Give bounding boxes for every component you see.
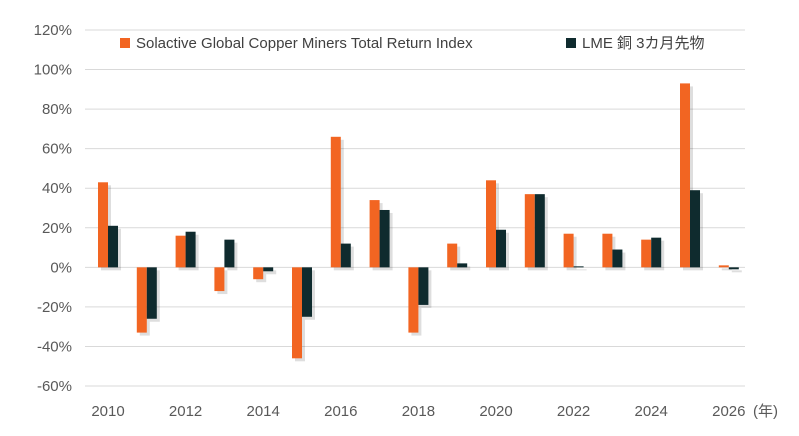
bar-miners (253, 267, 264, 280)
bar-miners (641, 239, 652, 268)
y-tick-label: 120% (34, 22, 72, 39)
x-tick-label: 2020 (479, 403, 512, 420)
bar-lme-copper (534, 194, 545, 268)
bar-miners (680, 83, 690, 268)
bar-miners (330, 136, 341, 268)
x-tick-label: 2024 (635, 403, 668, 420)
legend: Solactive Global Copper Miners Total Ret… (120, 35, 705, 52)
bar-lme-copper (651, 237, 662, 268)
bar-miners (292, 267, 302, 359)
bar-lme-copper (108, 225, 118, 268)
y-tick-label: -60% (37, 378, 72, 395)
bar-miners (98, 182, 108, 268)
bar-lme-copper (379, 209, 390, 268)
x-tick-label: 2016 (324, 403, 357, 420)
bar-miners (718, 265, 729, 268)
bar-lme-copper (496, 229, 506, 268)
legend-label-miners: Solactive Global Copper Miners Total Ret… (136, 35, 473, 52)
bar-miners (563, 233, 574, 268)
x-tick-label: 2010 (91, 403, 124, 420)
y-tick-label: 40% (42, 180, 72, 197)
bar-lme-copper (573, 266, 584, 268)
y-tick-label: 20% (42, 220, 72, 237)
bar-shadow (731, 270, 742, 273)
y-tick-label: 80% (42, 101, 72, 118)
y-tick-label: 60% (42, 141, 72, 158)
legend-swatch-lme-copper (566, 38, 576, 48)
bar-shadow (576, 269, 587, 271)
bars (98, 83, 742, 362)
bar-miners (408, 267, 419, 333)
y-tick-label: -40% (37, 338, 72, 355)
bar-lme-copper (340, 243, 351, 268)
bar-lme-copper (690, 190, 700, 268)
y-tick-label: 0% (50, 259, 72, 276)
bar-miners (524, 194, 535, 268)
x-axis-ticks: 2010 2012 2014 2016 2018 2020 2022 2024 2026 (91, 403, 745, 420)
bar-miners (136, 267, 147, 333)
legend-swatch-miners (120, 38, 130, 48)
bar-lme-copper (612, 249, 623, 268)
y-axis-ticks: -60% -40% -20% 0% 20% 40% 60% 80% 100% 120% (34, 22, 72, 395)
bar-miners (486, 180, 496, 268)
bar-shadow (266, 270, 277, 275)
bar-lme-copper (224, 239, 235, 268)
bar-lme-copper (418, 267, 429, 305)
x-tick-label: 2018 (402, 403, 435, 420)
x-tick-label: 2014 (247, 403, 280, 420)
bar-lme-copper (146, 267, 157, 319)
y-tick-label: -20% (37, 299, 72, 316)
bar-miners (369, 200, 380, 268)
bar-shadow (721, 268, 732, 271)
bar-shadow (460, 266, 471, 271)
bar-lme-copper (263, 267, 274, 272)
x-tick-label: 2012 (169, 403, 202, 420)
bar-lme-copper (185, 231, 196, 268)
bar-miners (447, 243, 458, 268)
bar-miners (175, 235, 186, 268)
bar-miners (602, 233, 613, 268)
x-tick-label: 2026 (712, 403, 745, 420)
legend-label-lme-copper: LME 銅 3カ月先物 (582, 35, 705, 52)
bar-lme-copper (728, 267, 739, 270)
bar-lme-copper (457, 263, 468, 268)
bar-lme-copper (302, 267, 312, 317)
x-tick-label: 2022 (557, 403, 590, 420)
x-axis-unit-label: (年) (753, 403, 778, 420)
bar-miners (214, 267, 225, 292)
y-tick-label: 100% (34, 62, 72, 79)
